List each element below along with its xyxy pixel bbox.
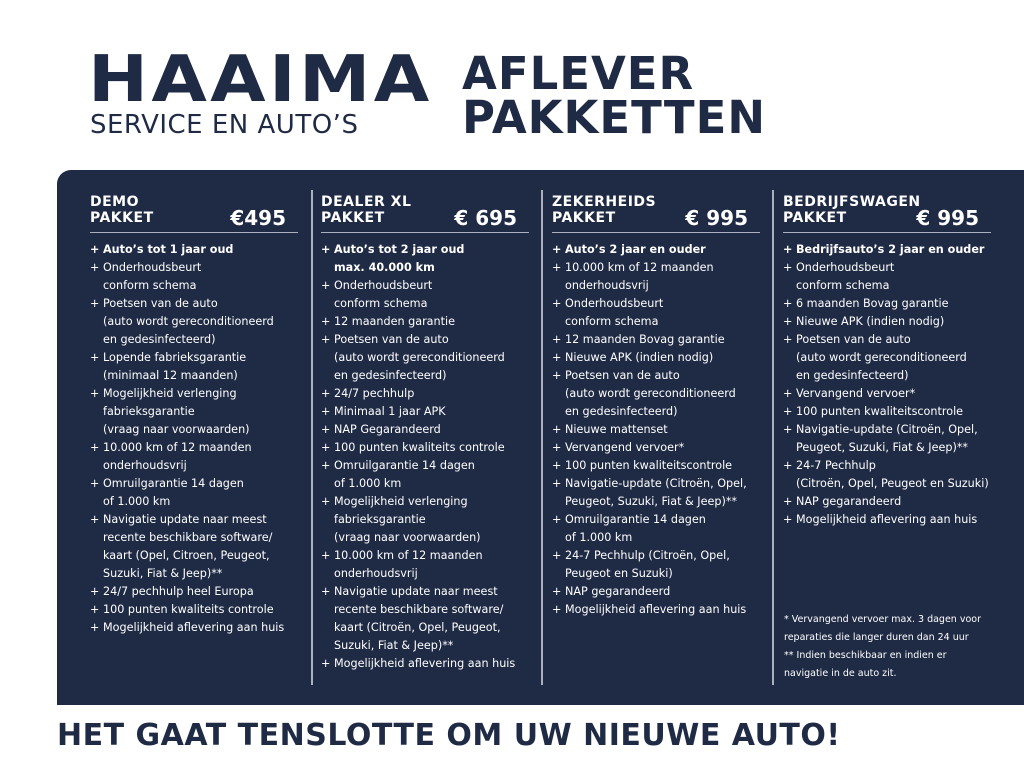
feature-item: Onderhoudsbeurt conform schema	[90, 259, 298, 295]
feature-item: Vervangend vervoer*	[552, 439, 760, 457]
feature-item: Auto’s tot 1 jaar oud	[90, 241, 298, 259]
feature-item: Nieuwe APK (indien nodig)	[783, 313, 991, 331]
feature-item: NAP gegarandeerd	[783, 493, 991, 511]
feature-item: Mogelijkheid aflevering aan huis	[552, 601, 760, 619]
feature-item: Poetsen van de auto (auto wordt gerecond…	[552, 367, 760, 421]
footnote: ** Indien beschikbaar en indien er navig…	[784, 650, 947, 679]
feature-item: 100 punten kwaliteitscontrole	[552, 457, 760, 475]
feature-item: 10.000 km of 12 maanden onderhoudsvrij	[90, 439, 298, 475]
column-divider	[541, 190, 543, 685]
feature-item: Minimaal 1 jaar APK	[321, 403, 529, 421]
feature-item: 24/7 pechhulp heel Europa	[90, 583, 298, 601]
package-price: € 695	[454, 206, 517, 230]
feature-item: Omruilgarantie 14 dagen of 1.000 km	[321, 457, 529, 493]
feature-item: 10.000 km of 12 maanden onderhoudsvrij	[552, 259, 760, 295]
package-column: BEDRIJFSWAGEN PAKKET € 995 Bedrijfsauto’s…	[783, 192, 991, 529]
feature-item: Nieuwe APK (indien nodig)	[552, 349, 760, 367]
feature-list: Bedrijfsauto’s 2 jaar en ouderOnderhouds…	[783, 241, 991, 529]
feature-item: Mogelijkheid aflevering aan huis	[783, 511, 991, 529]
feature-item: Bedrijfsauto’s 2 jaar en ouder	[783, 241, 991, 259]
package-column: DEALER XL PAKKET € 695 Auto’s tot 2 jaar …	[321, 192, 529, 673]
package-name: BEDRIJFSWAGEN PAKKET	[783, 194, 921, 226]
column-divider	[772, 190, 774, 685]
feature-item: 6 maanden Bovag garantie	[783, 295, 991, 313]
package-header: DEALER XL PAKKET € 695	[321, 192, 529, 233]
feature-item: Nieuwe mattenset	[552, 421, 760, 439]
package-header: BEDRIJFSWAGEN PAKKET € 995	[783, 192, 991, 233]
feature-item: 12 maanden Bovag garantie	[552, 331, 760, 349]
feature-item: Lopende fabrieksgarantie (minimaal 12 ma…	[90, 349, 298, 385]
feature-item: 12 maanden garantie	[321, 313, 529, 331]
feature-item: NAP Gegarandeerd	[321, 421, 529, 439]
feature-item: 100 punten kwaliteits controle	[321, 439, 529, 457]
slogan: HET GAAT TENSLOTTE OM UW NIEUWE AUTO!	[57, 718, 841, 753]
footnote: * Vervangend vervoer max. 3 dagen voor r…	[784, 614, 981, 643]
logo-tagline: SERVICE EN AUTO’S	[90, 110, 359, 140]
feature-item: 24-7 Pechhulp (Citroën, Opel, Peugeot en…	[783, 457, 991, 493]
feature-item: Navigatie-update (Citroën, Opel, Peugeot…	[783, 421, 991, 457]
feature-item: Navigatie update naar meest recente besc…	[321, 583, 529, 655]
feature-list: Auto’s tot 1 jaar oudOnderhoudsbeurt con…	[90, 241, 298, 637]
feature-item: Mogelijkheid aflevering aan huis	[90, 619, 298, 637]
feature-item: 100 punten kwaliteitscontrole	[783, 403, 991, 421]
feature-item: Poetsen van de auto (auto wordt gerecond…	[90, 295, 298, 349]
package-column: DEMO PAKKET €495 Auto’s tot 1 jaar oudOnd…	[90, 192, 298, 637]
package-name: DEALER XL PAKKET	[321, 194, 412, 226]
feature-item: Mogelijkheid verlenging fabrieksgarantie…	[90, 385, 298, 439]
feature-item: Mogelijkheid aflevering aan huis	[321, 655, 529, 673]
footnotes: * Vervangend vervoer max. 3 dagen voor r…	[784, 611, 1014, 683]
feature-item: Poetsen van de auto (auto wordt gerecond…	[783, 331, 991, 385]
feature-item: Auto’s tot 2 jaar oud max. 40.000 km	[321, 241, 529, 277]
feature-item: Poetsen van de auto (auto wordt gerecond…	[321, 331, 529, 385]
feature-item: Vervangend vervoer*	[783, 385, 991, 403]
package-price: € 995	[685, 206, 748, 230]
logo-name: HAAIMA	[88, 43, 433, 117]
package-price: €495	[230, 206, 286, 230]
feature-item: 24-7 Pechhulp (Citroën, Opel, Peugeot en…	[552, 547, 760, 583]
package-header: DEMO PAKKET €495	[90, 192, 298, 233]
package-column: ZEKERHEIDS PAKKET € 995 Auto’s 2 jaar en …	[552, 192, 760, 619]
feature-item: 10.000 km of 12 maanden onderhoudsvrij	[321, 547, 529, 583]
feature-item: Onderhoudsbeurt conform schema	[783, 259, 991, 295]
feature-item: Navigatie update naar meest recente besc…	[90, 511, 298, 583]
feature-item: Omruilgarantie 14 dagen of 1.000 km	[552, 511, 760, 547]
feature-list: Auto’s 2 jaar en ouder10.000 km of 12 ma…	[552, 241, 760, 619]
package-name: ZEKERHEIDS PAKKET	[552, 194, 657, 226]
feature-item: Navigatie-update (Citroën, Opel, Peugeot…	[552, 475, 760, 511]
feature-item: NAP gegarandeerd	[552, 583, 760, 601]
package-header: ZEKERHEIDS PAKKET € 995	[552, 192, 760, 233]
feature-item: Mogelijkheid verlenging fabrieksgarantie…	[321, 493, 529, 547]
package-price: € 995	[916, 206, 979, 230]
feature-item: Onderhoudsbeurt conform schema	[321, 277, 529, 313]
feature-item: 100 punten kwaliteits controle	[90, 601, 298, 619]
package-name: DEMO PAKKET	[90, 194, 154, 226]
page-title: AFLEVER PAKKETTEN	[462, 47, 766, 144]
feature-item: Onderhoudsbeurt conform schema	[552, 295, 760, 331]
feature-item: Omruilgarantie 14 dagen of 1.000 km	[90, 475, 298, 511]
feature-item: 24/7 pechhulp	[321, 385, 529, 403]
feature-item: Auto’s 2 jaar en ouder	[552, 241, 760, 259]
column-divider	[311, 190, 313, 685]
feature-list: Auto’s tot 2 jaar oud max. 40.000 kmOnde…	[321, 241, 529, 673]
